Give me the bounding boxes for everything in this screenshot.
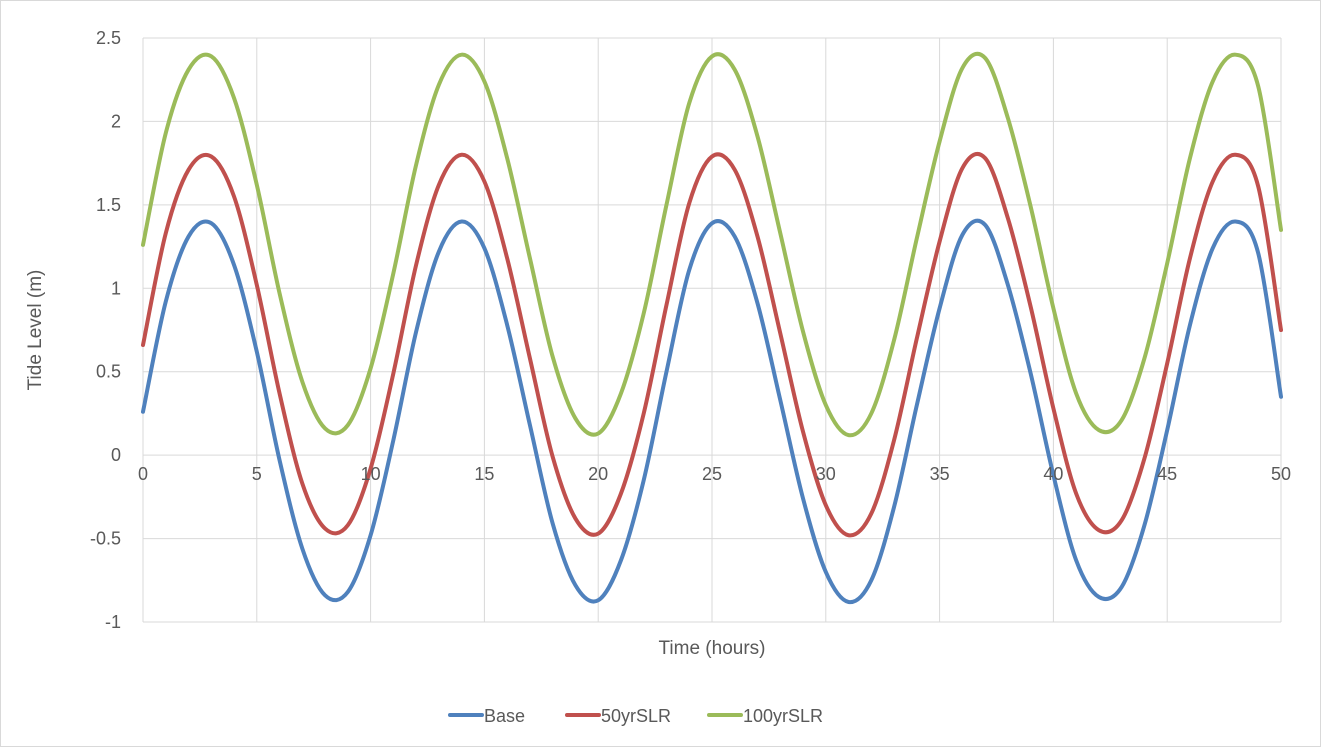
y-tick-label-2: 1.5	[96, 195, 121, 215]
x-tick-label-9: 45	[1157, 464, 1177, 484]
y-axis-tick-labels: 2.5 2 1.5 1 0.5 0 -0.5 -1	[90, 28, 121, 632]
x-tick-label-3: 15	[474, 464, 494, 484]
legend-label-base: Base	[484, 706, 525, 726]
series-line-100yrslr	[141, 51, 1283, 438]
legend-label-50yrslr: 50yrSLR	[601, 706, 671, 726]
legend: Base 50yrSLR 100yrSLR	[448, 706, 823, 726]
x-tick-label-5: 25	[702, 464, 722, 484]
x-tick-label-8: 40	[1043, 464, 1063, 484]
legend-label-100yrslr: 100yrSLR	[743, 706, 823, 726]
x-tick-label-6: 30	[816, 464, 836, 484]
y-tick-label-0: 2.5	[96, 28, 121, 48]
y-tick-label-5: 0	[111, 445, 121, 465]
y-axis-title: Tide Level (m)	[25, 270, 46, 391]
x-tick-label-0: 0	[138, 464, 148, 484]
series-line-base	[141, 218, 1283, 605]
x-tick-label-1: 5	[252, 464, 262, 484]
x-tick-label-10: 50	[1271, 464, 1291, 484]
y-tick-label-3: 1	[111, 278, 121, 298]
x-tick-label-4: 20	[588, 464, 608, 484]
x-axis-title: Time (hours)	[659, 638, 766, 659]
x-axis-tick-labels: 0 5 10 15 20 25 30 35 40 45 50	[138, 464, 1291, 484]
y-tick-label-1: 2	[111, 111, 121, 131]
y-tick-label-6: -0.5	[90, 529, 121, 549]
y-tick-label-4: 0.5	[96, 362, 121, 382]
x-tick-label-7: 35	[930, 464, 950, 484]
series-lines	[141, 51, 1283, 605]
x-tick-label-2: 10	[361, 464, 381, 484]
series-line-50yrslr	[141, 151, 1283, 538]
grid	[142, 37, 1282, 623]
y-tick-label-7: -1	[105, 612, 121, 632]
